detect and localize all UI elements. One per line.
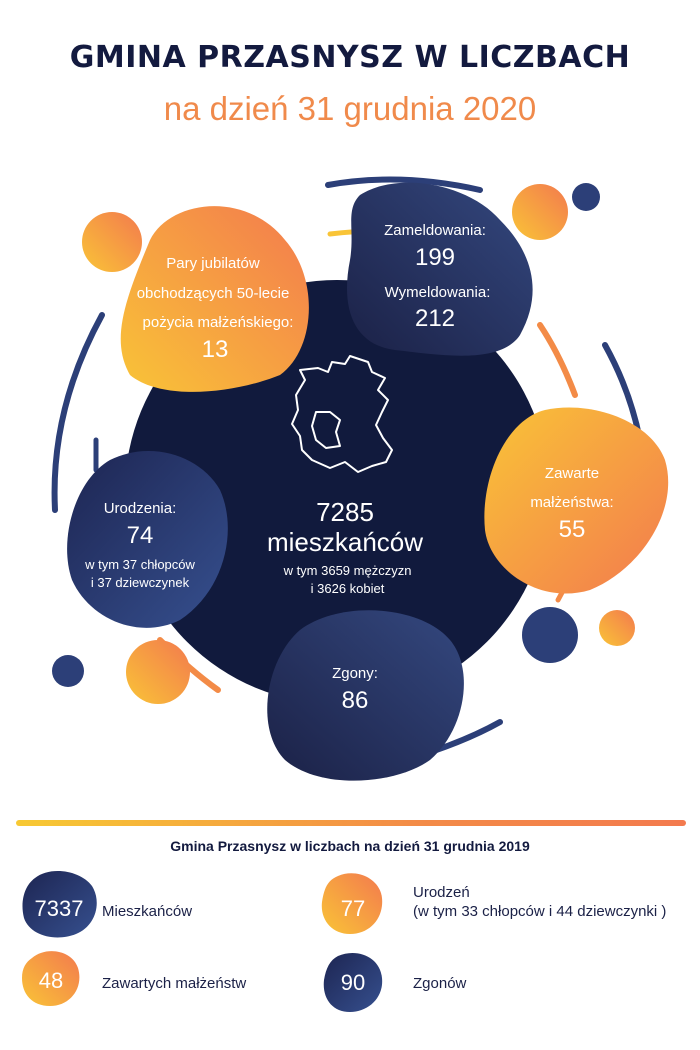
deregistrations-value: 212 (414, 305, 456, 332)
decor-arc-top (325, 176, 483, 193)
births-blob (67, 451, 228, 628)
births-2019-label-2: (w tym 33 chłopców i 44 dziewczynki ) (413, 903, 667, 920)
births-2019-blob (321, 873, 383, 934)
marriages-label-1: Zawarte (544, 465, 600, 482)
births-2019-value: 77 (340, 896, 366, 921)
jubilee-label-3: pożycia małżeńskiego: (142, 314, 294, 331)
registrations-label: Zameldowania: (384, 222, 486, 239)
deaths-2019-value: 90 (340, 970, 366, 995)
decor-arc-left (51, 312, 105, 513)
decor-circle-blue-bottom-right (522, 607, 578, 663)
decor-circle-blue-top (572, 183, 600, 211)
section-2019-title: Gmina Przasnysz w liczbach na dzień 31 g… (170, 838, 530, 854)
page-subtitle: na dzień 31 grudnia 2020 (163, 90, 537, 127)
deaths-blob (267, 610, 464, 781)
decor-circle-orange-left (126, 640, 190, 704)
decor-arc-right-orange (537, 322, 578, 398)
jubilee-value: 13 (201, 336, 229, 363)
marriages-blob (484, 407, 669, 594)
marriages-2019-label: Zawartych małżeństw (102, 975, 247, 992)
deregistrations-label: Wymeldowania: (384, 284, 491, 301)
marriages-label-2: małżeństwa: (530, 494, 614, 511)
decor-circle-orange-bottom-right (599, 610, 635, 646)
population-label: mieszkańców (266, 527, 424, 557)
residents-2019-value: 7337 (34, 896, 84, 921)
registrations-blob (347, 182, 533, 356)
gmina-map-outline (291, 355, 393, 473)
deaths-2019-blob (323, 952, 383, 1012)
jubilee-label-1: Pary jubilatów (166, 255, 260, 272)
deaths-value: 86 (341, 687, 369, 714)
section-divider (16, 820, 686, 826)
births-2019-label-1: Urodzeń (413, 884, 470, 901)
jubilee-label-2: obchodzących 50-lecie (136, 285, 290, 302)
decor-circle-yellow-left (82, 212, 142, 272)
infographic-graphic (51, 176, 669, 781)
page-title: GMINA PRZASNYSZ W LICZBACH (69, 40, 631, 75)
marriages-2019-blob (22, 951, 80, 1006)
births-label: Urodzenia: (103, 500, 177, 517)
residents-2019-blob (22, 871, 97, 938)
marriages-value: 55 (558, 516, 586, 543)
population-detail-2: i 3626 kobiet (310, 581, 385, 596)
deaths-label: Zgony: (332, 665, 378, 682)
births-detail-1: w tym 37 chłopców (85, 557, 195, 572)
marriages-2019-value: 48 (38, 968, 64, 993)
deaths-2019-label: Zgonów (413, 975, 467, 992)
births-value: 74 (126, 522, 154, 549)
decor-circle-blue-left (52, 655, 84, 687)
population-detail-1: w tym 3659 mężczyzn (283, 563, 412, 578)
residents-2019-label: Mieszkańców (102, 903, 193, 920)
decor-circle-orange-top (512, 184, 568, 240)
registrations-value: 199 (414, 244, 456, 271)
jubilee-blob (120, 206, 309, 392)
births-detail-2: i 37 dziewczynek (90, 575, 190, 590)
population-value: 7285 (316, 497, 374, 527)
